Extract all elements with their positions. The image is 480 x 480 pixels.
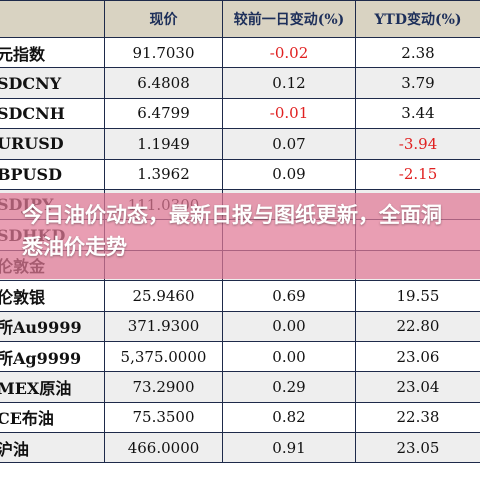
row-name: BPUSD — [0, 158, 105, 190]
row-daily-change: -0.01 — [222, 97, 356, 130]
row-daily-change: 0.00 — [222, 310, 356, 342]
row-daily-change: 0.82 — [222, 401, 356, 434]
row-name: 伦敦银 — [0, 280, 105, 312]
table-row: URUSD 1.1949 0.07 -3.94 — [0, 128, 480, 160]
row-daily-change: 0.12 — [222, 67, 356, 99]
row-price: 6.4799 — [104, 97, 223, 130]
title-banner — [0, 193, 480, 279]
row-price: 91.7030 — [104, 36, 223, 69]
row-ytd-change: 22.80 — [355, 310, 480, 342]
row-price: 25.9460 — [104, 280, 223, 312]
row-name: 所Ag9999 — [0, 340, 105, 373]
row-name: CE布油 — [0, 401, 105, 434]
table-header-row: 现价 较前一日变动(%) YTD变动(%) — [0, 0, 480, 38]
row-name: MEX原油 — [0, 371, 105, 403]
row-name: 元指数 — [0, 36, 105, 69]
row-price: 1.3962 — [104, 158, 223, 190]
header-daily-change: 较前一日变动(%) — [222, 0, 356, 38]
row-name: 所Au9999 — [0, 310, 105, 342]
row-ytd-change: 23.05 — [355, 432, 480, 464]
table-row: CE布油 75.3500 0.82 22.38 — [0, 401, 480, 434]
row-ytd-change: -2.15 — [355, 158, 480, 190]
row-ytd-change: 3.79 — [355, 67, 480, 99]
row-price: 371.9300 — [104, 310, 223, 342]
table-row: BPUSD 1.3962 0.09 -2.15 — [0, 158, 480, 190]
table-row: 沪油 466.0000 0.91 23.05 — [0, 432, 480, 464]
row-ytd-change: 3.44 — [355, 97, 480, 130]
table-row: 所Ag9999 5,375.0000 0.00 23.06 — [0, 340, 480, 373]
row-daily-change: -0.02 — [222, 36, 356, 69]
row-ytd-change: 23.04 — [355, 371, 480, 403]
row-price: 75.3500 — [104, 401, 223, 434]
row-name: 沪油 — [0, 432, 105, 464]
row-daily-change: 0.69 — [222, 280, 356, 312]
header-price: 现价 — [104, 0, 223, 38]
row-ytd-change: 22.38 — [355, 401, 480, 434]
row-price: 73.2900 — [104, 371, 223, 403]
row-daily-change: 0.07 — [222, 128, 356, 160]
row-daily-change: 0.00 — [222, 340, 356, 373]
row-price: 466.0000 — [104, 432, 223, 464]
row-price: 6.4808 — [104, 67, 223, 99]
table-row: SDCNH 6.4799 -0.01 3.44 — [0, 97, 480, 130]
row-daily-change: 0.91 — [222, 432, 356, 464]
row-daily-change: 0.09 — [222, 158, 356, 190]
header-ytd-change: YTD变动(%) — [355, 0, 480, 38]
row-price: 5,375.0000 — [104, 340, 223, 373]
row-ytd-change: 2.38 — [355, 36, 480, 69]
row-name: SDCNH — [0, 97, 105, 130]
row-price: 1.1949 — [104, 128, 223, 160]
table-row: 伦敦银 25.9460 0.69 19.55 — [0, 280, 480, 312]
row-name: SDCNY — [0, 67, 105, 99]
row-ytd-change: -3.94 — [355, 128, 480, 160]
table-row: 所Au9999 371.9300 0.00 22.80 — [0, 310, 480, 342]
row-name: URUSD — [0, 128, 105, 160]
header-name — [0, 0, 105, 38]
table-row: 元指数 91.7030 -0.02 2.38 — [0, 36, 480, 69]
table-row: SDCNY 6.4808 0.12 3.79 — [0, 67, 480, 99]
table-row: MEX原油 73.2900 0.29 23.04 — [0, 371, 480, 403]
row-daily-change: 0.29 — [222, 371, 356, 403]
row-ytd-change: 19.55 — [355, 280, 480, 312]
banner-title: 今日油价动态，最新日报与图纸更新，全面洞悉油价走势 — [22, 203, 442, 259]
row-ytd-change: 23.06 — [355, 340, 480, 373]
